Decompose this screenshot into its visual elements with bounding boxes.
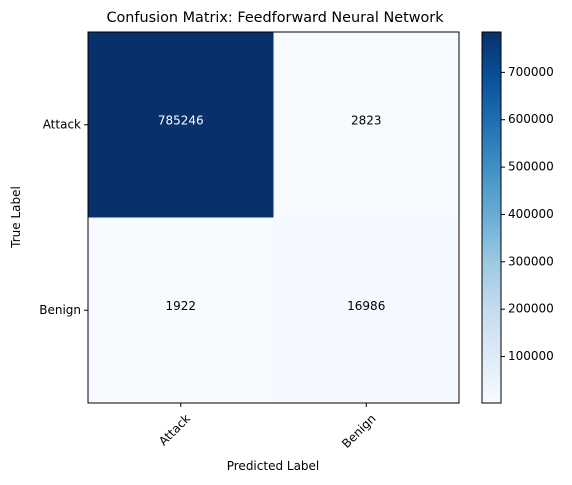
matrix-cell: [88, 32, 274, 218]
colorbar: [481, 31, 502, 404]
matrix-cell: [273, 217, 459, 403]
colorbar-ticks: 100000 200000 300000 400000 500000 600000 7000…: [501, 65, 554, 363]
colorbar-tick-label: 400000: [508, 207, 554, 221]
x-tick-label: Benign: [339, 411, 378, 450]
colorbar-tick-label: 300000: [508, 254, 554, 268]
y-tick-label: Benign: [39, 303, 81, 317]
colorbar-tick-label: 100000: [508, 349, 554, 363]
x-axis-label: Predicted Label: [227, 459, 320, 473]
y-axis-ticks: Attack Benign: [39, 117, 88, 317]
matrix-cell: [88, 217, 274, 403]
y-tick-label: Attack: [43, 117, 81, 131]
matrix-cell: [273, 32, 459, 218]
colorbar-tick-label: 500000: [508, 160, 554, 174]
plot-frame: [87, 31, 460, 404]
cell-value-label: 16986: [347, 299, 385, 313]
cell-value-label: 2823: [351, 113, 382, 127]
x-axis-ticks: Attack Benign: [156, 403, 379, 451]
x-tick-label: Attack: [156, 411, 193, 448]
colorbar-tick-label: 600000: [508, 112, 554, 126]
chart-title: Confusion Matrix: Feedforward Neural Net…: [106, 10, 444, 26]
cell-value-label: 1922: [165, 299, 196, 313]
y-axis-label: True Label: [9, 186, 23, 249]
matrix-cells: 785246 2823 1922 16986: [88, 32, 459, 403]
cell-value-label: 785246: [158, 113, 204, 127]
colorbar-tick-label: 200000: [508, 302, 554, 316]
colorbar-tick-label: 700000: [508, 65, 554, 79]
